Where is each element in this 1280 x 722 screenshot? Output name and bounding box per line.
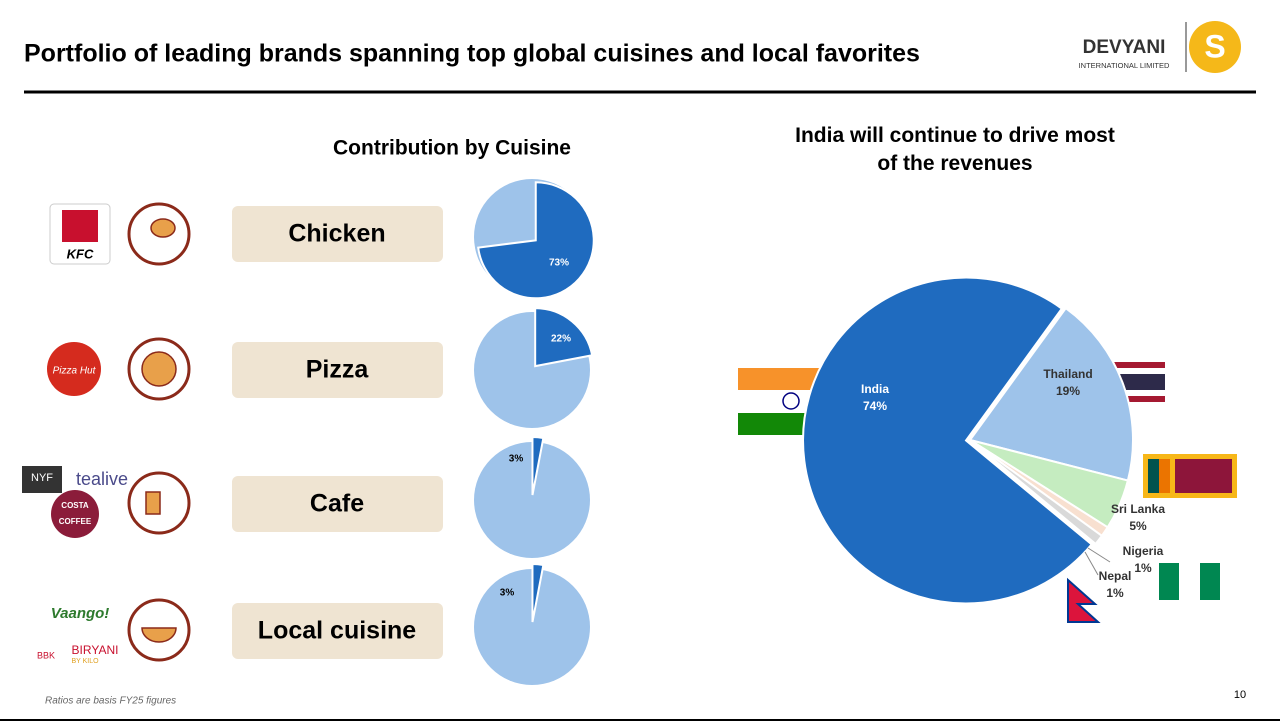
cuisine-label: Chicken xyxy=(288,220,385,248)
cuisine-box xyxy=(232,342,443,398)
category-label: Sri Lanka xyxy=(1111,502,1165,516)
flag-band xyxy=(1159,563,1179,600)
flag-srilanka xyxy=(1143,454,1237,498)
cuisine-box xyxy=(232,603,443,659)
pie-rest xyxy=(474,569,590,685)
category-label: Thailand xyxy=(1043,367,1092,381)
leader-line xyxy=(1087,547,1111,563)
logo-letter: S xyxy=(1204,28,1225,64)
value-label: 22% xyxy=(551,334,571,345)
leader-line xyxy=(1084,551,1099,576)
flag-band xyxy=(1175,459,1232,493)
flag-wheel xyxy=(782,392,800,410)
brand-name: BY KILO xyxy=(71,658,99,665)
flag-nigeria xyxy=(1159,563,1220,600)
value-label: 19% xyxy=(1056,384,1080,398)
value-label: 5% xyxy=(1129,519,1147,533)
brand-name: BBK xyxy=(37,650,55,660)
flag-band xyxy=(1159,459,1170,493)
cuisine-label: Pizza xyxy=(306,356,370,384)
brand-name: Pizza Hut xyxy=(53,366,97,377)
kfc-logo-bar xyxy=(62,210,98,242)
bowl xyxy=(141,627,177,643)
category-label: Nepal xyxy=(1099,569,1132,583)
footnote: Ratios are basis FY25 figures xyxy=(45,696,176,707)
value-label: 74% xyxy=(863,399,887,413)
cuisine-label: Local cuisine xyxy=(258,617,416,645)
brand-name: COFFEE xyxy=(59,517,92,526)
pizzahut-logo xyxy=(47,342,101,396)
pizza xyxy=(141,351,177,387)
logo-mark xyxy=(1189,21,1241,73)
brand-name: BIRYANI xyxy=(72,643,119,657)
page-number: 10 xyxy=(1234,689,1246,701)
title-line: of the revenues xyxy=(877,152,1032,175)
pie-slice xyxy=(534,307,594,368)
value-label: 73% xyxy=(549,258,569,269)
pie-slice xyxy=(802,276,1094,605)
section-title: Contribution by Cuisine xyxy=(333,137,571,160)
pie-slice xyxy=(969,439,1104,546)
value-label: 1% xyxy=(1134,561,1152,575)
cuisine-label: Cafe xyxy=(310,490,364,518)
pie-slice xyxy=(477,181,595,300)
pie-slice xyxy=(531,436,545,496)
cuisine-box xyxy=(232,476,443,532)
slide-title: Portfolio of leading brands spanning top… xyxy=(24,40,920,68)
logo-sub: INTERNATIONAL LIMITED xyxy=(1079,61,1170,70)
category-label: India xyxy=(861,382,889,396)
nyf-logo xyxy=(22,466,62,493)
brand-name: tealive xyxy=(76,469,128,489)
value-label: 3% xyxy=(500,588,515,599)
value-label: 3% xyxy=(509,454,524,465)
pie-rest xyxy=(474,442,590,558)
flag-band xyxy=(1148,459,1159,493)
pie-slice xyxy=(531,563,545,623)
brand-name: Vaango! xyxy=(51,605,110,622)
big-chart-title: India will continue to drive most of the … xyxy=(795,124,1115,175)
pie-slice xyxy=(968,306,1135,482)
drumstick xyxy=(150,218,176,238)
icon-glyphs xyxy=(141,218,177,643)
costa-logo xyxy=(51,490,99,538)
flag-nepal xyxy=(1067,577,1101,623)
title-line: India will continue to drive most xyxy=(795,124,1115,147)
brand-name: KFC xyxy=(67,246,94,261)
cup xyxy=(145,491,161,515)
value-label: 1% xyxy=(1106,586,1124,600)
flag-band xyxy=(1200,563,1220,600)
category-label: Nigeria xyxy=(1123,544,1164,558)
logo-name: DEVYANI xyxy=(1083,37,1166,58)
cuisine-box xyxy=(232,206,443,262)
brand-name: COSTA xyxy=(61,501,89,510)
brand-name: NYF xyxy=(31,472,53,484)
